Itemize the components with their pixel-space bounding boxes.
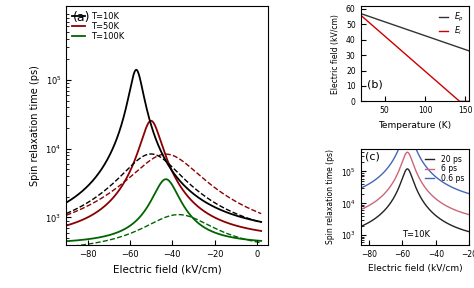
$E_i$ bbox=[358, 13, 364, 17]
0.6 ps bbox=[470, 193, 474, 196]
$E_i$ bbox=[410, 58, 415, 62]
20 ps bbox=[373, 216, 379, 220]
Text: (a): (a) bbox=[73, 11, 90, 24]
6 ps bbox=[467, 213, 473, 217]
$E_p$ bbox=[466, 49, 472, 53]
X-axis label: Electric field (kV/cm): Electric field (kV/cm) bbox=[367, 264, 462, 273]
$E_i$ bbox=[464, 100, 470, 103]
6 ps bbox=[402, 152, 408, 156]
$E_i$ bbox=[417, 65, 422, 68]
20 ps bbox=[467, 230, 473, 234]
0.6 ps bbox=[455, 188, 461, 192]
Legend: 20 ps, 6 ps, 0.6 ps: 20 ps, 6 ps, 0.6 ps bbox=[424, 153, 465, 185]
0.6 ps bbox=[398, 143, 403, 146]
6 ps bbox=[455, 209, 461, 213]
20 ps bbox=[398, 182, 403, 185]
$E_p$ bbox=[358, 12, 364, 15]
Line: 0.6 ps: 0.6 ps bbox=[356, 130, 473, 195]
$E_p$ bbox=[447, 42, 453, 46]
6 ps bbox=[353, 210, 358, 213]
$E_i$ bbox=[457, 100, 463, 103]
0.6 ps bbox=[402, 130, 408, 133]
Line: $E_p$: $E_p$ bbox=[361, 14, 469, 51]
20 ps bbox=[455, 226, 461, 230]
$E_p$ bbox=[464, 48, 469, 52]
0.6 ps bbox=[404, 128, 410, 132]
$E_p$ bbox=[410, 30, 415, 33]
0.6 ps bbox=[467, 192, 473, 196]
20 ps bbox=[353, 227, 358, 230]
20 ps bbox=[470, 231, 474, 234]
6 ps bbox=[366, 204, 372, 207]
$E_p$ bbox=[422, 34, 428, 37]
Line: 6 ps: 6 ps bbox=[356, 152, 473, 215]
X-axis label: Electric field (kV/cm): Electric field (kV/cm) bbox=[112, 264, 221, 274]
Y-axis label: Spin relaxation time (ps): Spin relaxation time (ps) bbox=[30, 65, 40, 186]
6 ps bbox=[404, 151, 410, 154]
$E_i$ bbox=[447, 91, 453, 94]
Y-axis label: Electric field (kV/cm): Electric field (kV/cm) bbox=[331, 14, 340, 94]
6 ps bbox=[398, 165, 403, 169]
$E_p$ bbox=[417, 32, 422, 35]
$E_i$ bbox=[466, 100, 472, 103]
0.6 ps bbox=[366, 182, 372, 186]
Text: (b): (b) bbox=[367, 80, 383, 90]
$E_i$ bbox=[422, 70, 428, 73]
20 ps bbox=[366, 221, 372, 224]
Line: 20 ps: 20 ps bbox=[356, 169, 473, 233]
6 ps bbox=[470, 214, 474, 217]
Line: $E_i$: $E_i$ bbox=[361, 15, 469, 101]
$E_i$ bbox=[410, 59, 416, 62]
$E_p$ bbox=[410, 30, 416, 33]
20 ps bbox=[404, 167, 410, 170]
Y-axis label: Spin relaxation time (ps): Spin relaxation time (ps) bbox=[326, 149, 335, 245]
0.6 ps bbox=[353, 189, 358, 192]
20 ps bbox=[402, 169, 408, 173]
0.6 ps bbox=[373, 178, 379, 181]
Legend: $E_p$, $E_i$: $E_p$, $E_i$ bbox=[437, 10, 465, 39]
6 ps bbox=[373, 200, 379, 203]
Legend: T=10K, T=50K, T=100K: T=10K, T=50K, T=100K bbox=[71, 10, 126, 43]
Text: (c): (c) bbox=[365, 151, 380, 161]
Text: T=10K: T=10K bbox=[402, 230, 430, 239]
X-axis label: Temperature (K): Temperature (K) bbox=[378, 121, 451, 130]
